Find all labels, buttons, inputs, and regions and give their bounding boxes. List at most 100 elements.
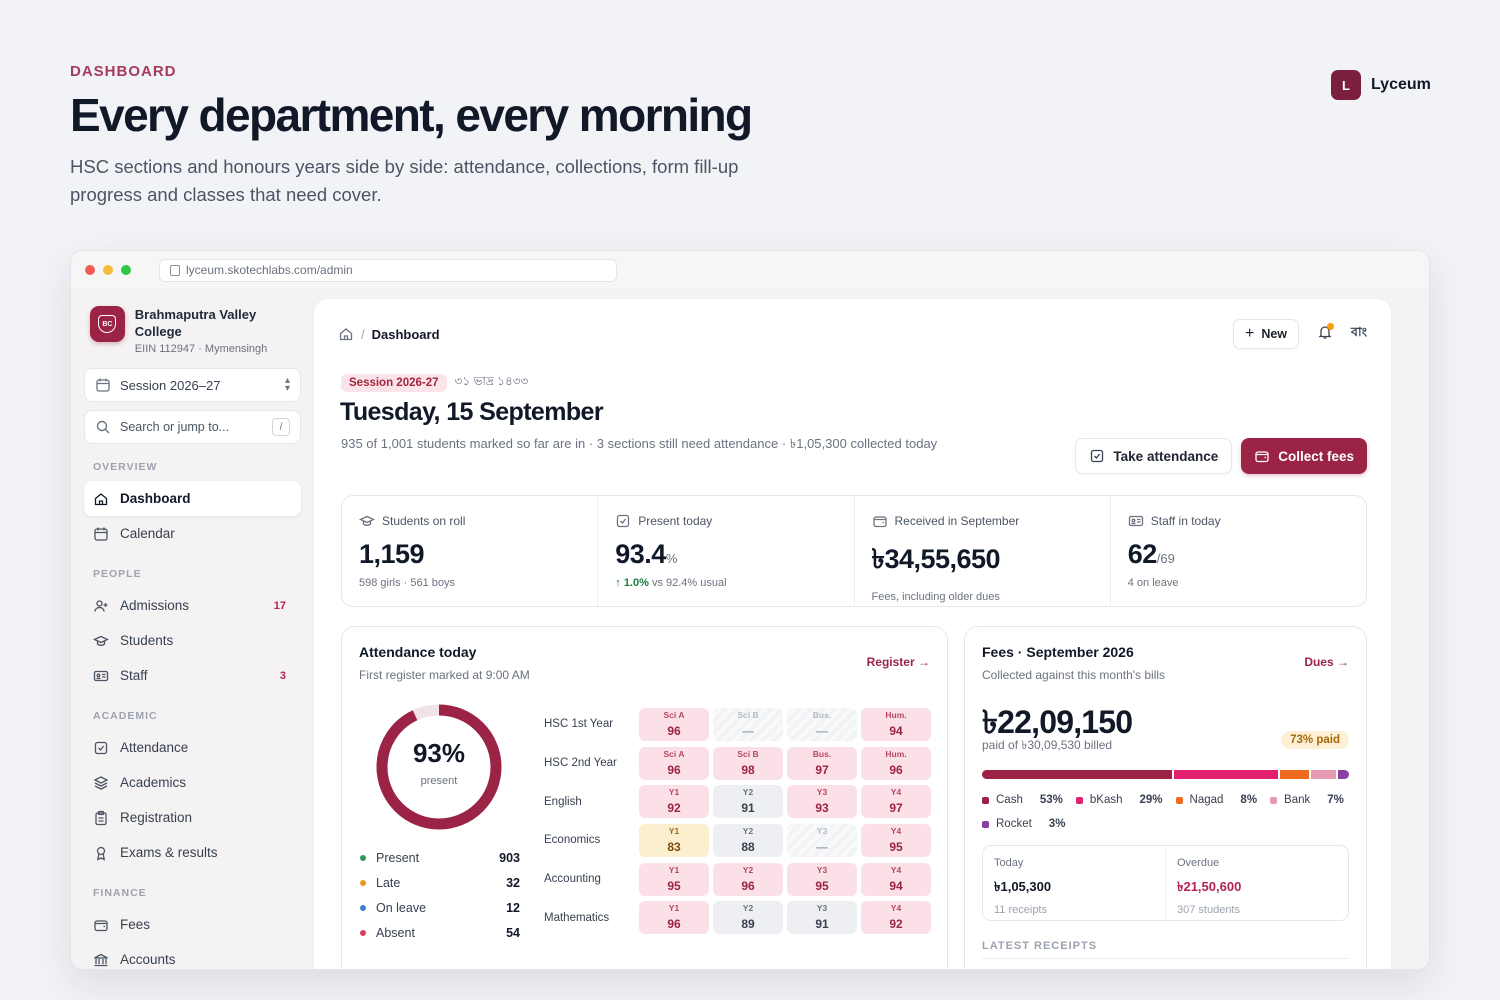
section-row: Mathematics Y1 96 Y2 89 Y3 91 Y4 92 [544,898,935,937]
sidebar-item-admissions[interactable]: Admissions 17 [84,588,301,623]
section-cell[interactable]: Y4 97 [861,785,931,819]
register-link[interactable]: Register → [866,655,930,669]
section-cell-value: 96 [667,917,681,932]
stat-label-text: Students on roll [382,514,466,528]
layers-icon [93,775,109,790]
fees-subtitle: Collected against this month's bills [982,668,1166,682]
maximize-window-icon[interactable] [121,265,131,275]
section-cell[interactable]: Bus. — [787,707,857,741]
stat-value-suffix: /69 [1156,551,1175,566]
session-select[interactable]: Session 2026–27 ▴ ▾ [84,368,301,402]
ring-percentage: 93% [412,738,466,768]
sidebar-item-attendance[interactable]: Attendance [84,730,301,765]
section-cell[interactable]: Y2 96 [713,862,783,896]
payment-method-pct: 8% [1240,794,1258,806]
section-cell[interactable]: Y2 91 [713,785,783,819]
section-row-name: HSC 2nd Year [544,757,617,770]
sidebar-item-fees[interactable]: Fees [84,907,301,942]
section-cell-value: 83 [667,839,681,854]
wallet-icon [1255,451,1269,463]
section-cell-label: Bus. [812,709,832,720]
section-cell[interactable]: Y3 91 [787,901,857,935]
section-cell-label: Y3 [816,864,828,875]
section-cell-label: Y1 [668,903,680,914]
section-cell[interactable]: Y4 92 [861,901,931,935]
calendar-icon [96,378,110,392]
url-bar[interactable]: lyceum.skotechlabs.com/admin [159,258,617,282]
section-cell[interactable]: Y3 — [787,823,857,857]
sidebar-item-registration[interactable]: Registration [84,800,301,835]
section-cell[interactable]: Sci B 98 [713,746,783,780]
stat-value: 62/69 [1128,539,1349,570]
section-cell-label: Hum. [885,709,907,720]
section-cell-value: 96 [889,762,903,777]
section-cell[interactable]: Y3 93 [787,785,857,819]
stat-label: Present today [615,513,836,529]
award-icon [96,846,106,861]
section-cell-label: Y2 [742,903,754,914]
section-cell-label: Y4 [890,864,902,875]
sidebar-item-students[interactable]: Students [84,623,301,658]
minimize-window-icon[interactable] [103,265,113,275]
today-label: Today [994,857,1024,869]
payment-method-label: Nagad [1189,794,1224,806]
stat-note: 4 on leave [1127,577,1179,589]
sidebar-item-calendar[interactable]: Calendar [84,516,301,551]
sidebar-item-label: Fees [120,917,151,932]
sidebar-item-dashboard[interactable]: Dashboard [84,481,301,516]
dues-link[interactable]: Dues → [1304,655,1349,669]
section-cell-value: 96 [667,762,681,777]
section-cell[interactable]: Bus. 97 [787,746,857,780]
paid-badge: 73% paid [1281,731,1349,749]
section-row-name: Accounting [544,873,601,886]
section-cell-label: Sci A [663,709,685,720]
section-cell-label: Y2 [742,825,754,836]
section-cell[interactable]: Hum. 94 [861,707,931,741]
section-cell[interactable]: Y4 95 [861,823,931,857]
page-icon [170,264,180,276]
section-row: English Y1 92 Y2 91 Y3 93 Y4 97 [544,782,935,821]
section-cell-value: 97 [889,801,903,816]
sidebar-item-exams-results[interactable]: Exams & results [84,835,301,870]
language-toggle[interactable]: বাং [1351,325,1367,339]
today-value: ৳1,05,300 [994,879,1052,894]
new-button[interactable]: + New [1232,319,1300,349]
section-cell-value: 91 [741,801,755,816]
clipboard-icon [95,810,107,825]
overdue-summary[interactable]: Overdue ৳21,50,600 307 students [1166,846,1348,920]
section-cell[interactable]: Sci B — [713,707,783,741]
fees-summary: Today ৳1,05,300 11 receipts Overdue ৳21,… [982,845,1349,921]
college-name: Brahmaputra Valley College [134,307,257,339]
section-cell[interactable]: Y3 95 [787,862,857,896]
section-cell-label: Sci B [737,709,759,720]
url-text: lyceum.skotechlabs.com/admin [186,263,353,277]
section-cell[interactable]: Sci A 96 [639,707,709,741]
fees-collected: ৳22,09,150 [982,704,1133,740]
section-cell[interactable]: Y4 94 [861,862,931,896]
section-cell[interactable]: Y1 95 [639,862,709,896]
section-cell[interactable]: Sci A 96 [639,746,709,780]
stat-value-suffix: % [665,551,678,566]
section-cell[interactable]: Y1 96 [639,901,709,935]
search-input[interactable]: Search or jump to... / [84,410,301,444]
legend-dot [360,904,366,911]
payment-method-label: bKash [1089,794,1123,806]
college-crest-icon: BC [90,306,125,342]
notifications-button[interactable] [1317,322,1335,345]
sidebar-item-accounts[interactable]: Accounts [84,942,301,969]
section-cell-value: 92 [889,917,903,932]
section-cell[interactable]: Hum. 96 [861,746,931,780]
take-attendance-button[interactable]: Take attendance [1075,438,1233,474]
section-cell[interactable]: Y2 89 [713,901,783,935]
sidebar-item-staff[interactable]: Staff 3 [84,658,301,693]
collect-fees-button[interactable]: Collect fees [1241,438,1367,474]
close-window-icon[interactable] [85,265,95,275]
home-icon[interactable] [338,326,354,342]
section-cell[interactable]: Y1 83 [639,823,709,857]
section-cell[interactable]: Y2 88 [713,823,783,857]
sidebar-item-label: Exams & results [120,845,218,860]
section-cell[interactable]: Y1 92 [639,785,709,819]
legend-value: 12 [506,900,520,915]
sidebar-item-academics[interactable]: Academics [84,765,301,800]
payment-method-pct: 29% [1139,794,1163,806]
